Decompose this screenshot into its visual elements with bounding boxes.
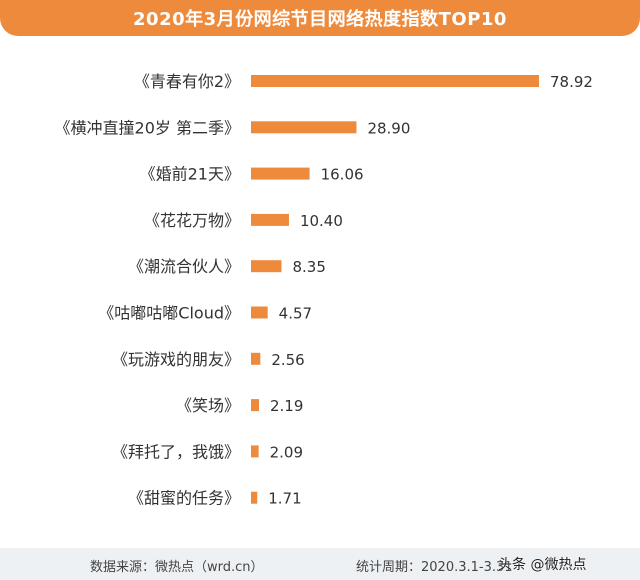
value-label: 4.57 xyxy=(279,305,312,323)
bar xyxy=(251,352,261,365)
category-label: 《笑场》 xyxy=(176,396,240,415)
chart-title-banner: 2020年3月份网综节目网络热度指数TOP10 xyxy=(0,0,640,36)
bar xyxy=(251,306,268,319)
value-label: 2.09 xyxy=(270,443,303,461)
value-label: 78.92 xyxy=(550,73,593,91)
data-source: 数据来源：微热点（wrd.cn） xyxy=(90,560,264,575)
bar xyxy=(251,121,357,134)
footer: 数据来源：微热点（wrd.cn） 统计周期：2020.3.1-3.31 头条 @… xyxy=(0,548,640,580)
value-label: 8.35 xyxy=(292,258,325,276)
watermark: 头条 @微热点 xyxy=(498,557,587,573)
value-label: 10.40 xyxy=(300,212,343,230)
bar xyxy=(251,75,539,87)
category-label: 《青春有你2》 xyxy=(134,72,240,91)
category-label: 《甜蜜的任务》 xyxy=(128,489,240,508)
value-label: 28.90 xyxy=(367,119,410,137)
stat-period: 统计周期：2020.3.1-3.31 xyxy=(356,560,513,575)
category-label: 《玩游戏的朋友》 xyxy=(112,350,240,369)
bar xyxy=(251,491,258,504)
category-label: 《潮流合伙人》 xyxy=(128,257,240,276)
bar xyxy=(251,260,282,273)
value-label: 2.56 xyxy=(271,351,304,369)
category-label: 《婚前21天》 xyxy=(140,165,240,184)
value-label: 1.71 xyxy=(268,490,301,508)
value-label: 2.19 xyxy=(270,397,303,415)
bar xyxy=(251,213,289,226)
bar xyxy=(251,167,310,180)
category-label: 《咕嘟咕嘟Cloud》 xyxy=(98,304,240,323)
category-label: 《拜托了，我饿》 xyxy=(112,442,240,461)
value-label: 16.06 xyxy=(321,166,364,184)
bar xyxy=(251,399,259,412)
bar xyxy=(251,445,259,458)
bar-chart: 《青春有你2》 78.92 《横冲直撞20岁 第二季》 28.90 《婚前21天》 16.… xyxy=(55,72,593,508)
chart-title: 2020年3月份网综节目网络热度指数TOP10 xyxy=(133,9,507,30)
category-label: 《横冲直撞20岁 第二季》 xyxy=(55,118,240,137)
category-label: 《花花万物》 xyxy=(144,211,240,230)
